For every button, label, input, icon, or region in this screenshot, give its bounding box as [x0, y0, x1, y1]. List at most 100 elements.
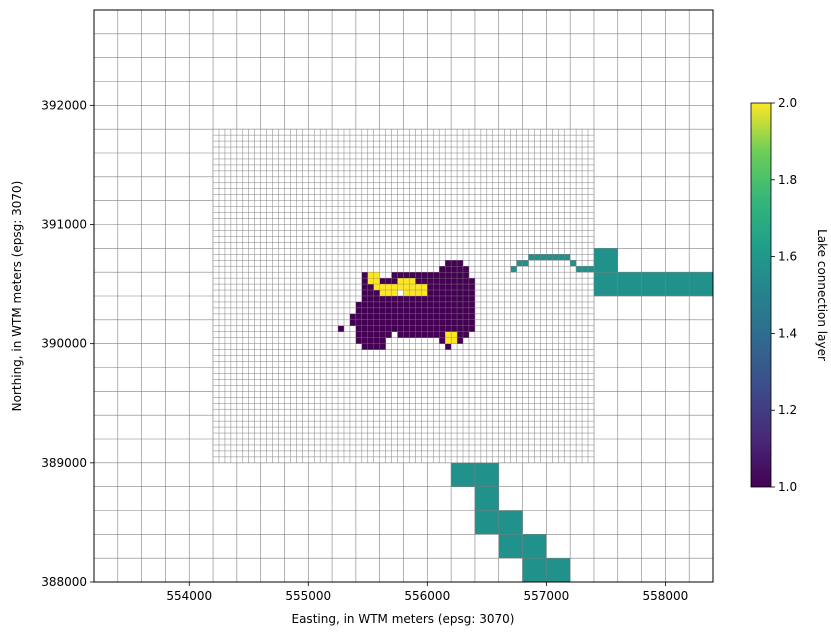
lake-cell: [450, 277, 458, 285]
lake-cell: [445, 343, 452, 350]
lake-cell: [391, 301, 398, 309]
lake-cell: [439, 283, 446, 291]
lake-cell: [391, 319, 398, 326]
lake-cell: [462, 325, 470, 332]
lake-cell: [415, 283, 422, 291]
lake-cell: [462, 313, 470, 320]
lake-cell: [468, 289, 476, 297]
lake-cell: [522, 534, 547, 559]
colorbar-tick-label: 1.0: [778, 480, 797, 494]
colorbar-tick-label: 1.8: [778, 173, 797, 187]
lake-cell: [450, 331, 458, 338]
lake-cell: [361, 289, 368, 297]
lake-cell: [445, 307, 452, 315]
lake-cell: [421, 319, 428, 326]
lake-cell: [445, 289, 452, 297]
lake-cell: [361, 283, 368, 291]
plot-area: [93, 9, 714, 583]
lake-cell: [445, 337, 452, 344]
lake-cell: [409, 283, 416, 291]
lake-cell: [498, 510, 523, 535]
lake-cell: [456, 319, 464, 326]
lake-cell: [385, 301, 392, 309]
lake-cell: [462, 289, 470, 297]
lake-cell: [415, 289, 422, 297]
lake-cell: [468, 325, 476, 332]
y-tick-label: 392000: [41, 98, 87, 112]
y-tick-label: 390000: [41, 337, 87, 351]
lake-cell: [456, 301, 464, 309]
lake-cell: [409, 307, 416, 315]
lake-cell: [468, 295, 476, 303]
lake-cell: [468, 307, 476, 315]
lake-cell: [373, 277, 380, 285]
lake-cell: [439, 272, 446, 279]
lake-cell: [403, 283, 410, 291]
lake-cell: [439, 325, 446, 332]
lake-cell: [403, 307, 410, 315]
colorbar-gradient: [750, 102, 772, 488]
lake-cell: [546, 254, 553, 261]
y-tick-label: 391000: [41, 218, 87, 232]
lake-cell: [450, 462, 476, 487]
lake-cell: [688, 271, 714, 297]
lake-cell: [462, 283, 470, 291]
lake-cell: [522, 557, 547, 583]
x-axis: 554000 555000 556000 557000 558000: [166, 582, 688, 603]
lake-cell: [439, 301, 446, 309]
lake-cell: [415, 272, 422, 279]
lake-cell: [462, 295, 470, 303]
lake-cell: [391, 272, 398, 279]
lake-cell: [355, 331, 362, 338]
lake-cell: [385, 283, 392, 291]
lake-cell: [397, 277, 404, 285]
lake-cells: [337, 248, 714, 583]
lake-cell: [397, 295, 404, 303]
lake-cell: [355, 337, 362, 344]
lake-cell: [427, 301, 434, 309]
lake-cell: [445, 313, 452, 320]
lake-cell: [456, 277, 464, 285]
lake-cell: [456, 325, 464, 332]
lake-cell: [510, 266, 517, 273]
lake-cell: [433, 319, 440, 326]
lake-cell: [385, 307, 392, 315]
lake-cell: [439, 277, 446, 285]
lake-cell: [415, 319, 422, 326]
lake-cell: [450, 295, 458, 303]
lake-cell: [617, 271, 642, 297]
lake-cell: [367, 277, 374, 285]
lake-cell: [379, 295, 386, 303]
lake-cell: [373, 337, 380, 344]
lake-cell: [361, 331, 368, 338]
lake-cell: [385, 331, 392, 338]
lake-cell: [433, 277, 440, 285]
lake-cell: [379, 331, 386, 338]
lake-cell: [391, 325, 398, 332]
lake-cell: [427, 325, 434, 332]
lake-cell: [445, 301, 452, 309]
lake-cell: [581, 266, 589, 273]
lake-cell: [373, 295, 380, 303]
lake-cell: [367, 319, 374, 326]
lake-cell: [421, 325, 428, 332]
lake-cell: [421, 313, 428, 320]
lake-cell: [367, 331, 374, 338]
lake-cell: [558, 254, 565, 261]
lake-cell: [409, 301, 416, 309]
lake-cell: [367, 325, 374, 332]
lake-cell: [593, 271, 618, 297]
lake-cell: [456, 313, 464, 320]
lake-cell: [403, 313, 410, 320]
lake-cell: [397, 313, 404, 320]
lake-cell: [361, 272, 368, 279]
lake-cell: [421, 289, 428, 297]
lake-cell: [367, 343, 374, 350]
lake-cell: [415, 307, 422, 315]
lake-cell: [546, 557, 571, 583]
lake-cell: [433, 325, 440, 332]
lake-cell: [367, 313, 374, 320]
lake-cell: [439, 319, 446, 326]
lake-cell: [367, 337, 374, 344]
lake-cell: [409, 295, 416, 303]
